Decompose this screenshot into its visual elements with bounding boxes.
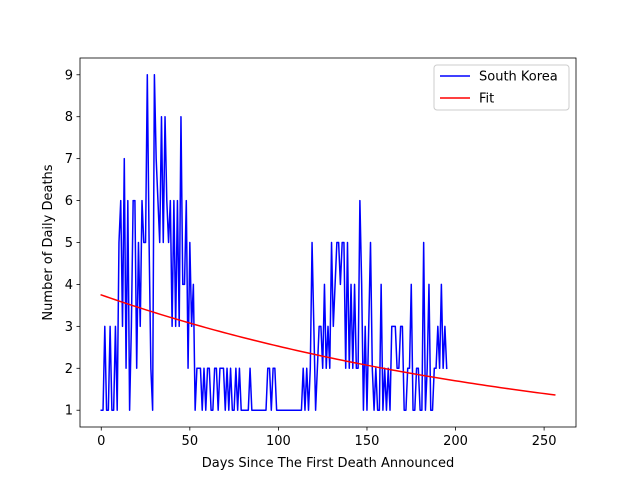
legend-label-fit: Fit (479, 92, 494, 107)
x-tick-label: 0 (97, 434, 105, 449)
x-axis-label: Days Since The First Death Announced (202, 456, 454, 471)
y-tick-label: 3 (65, 320, 73, 335)
y-tick-label: 4 (65, 278, 73, 293)
y-axis-label: Number of Daily Deaths (41, 164, 56, 320)
y-tick-label: 6 (65, 194, 73, 209)
y-tick-label: 1 (65, 404, 73, 419)
y-tick-label: 2 (65, 362, 73, 377)
axis-ticks: 0 50 100 150 200 250 1 2 3 4 5 6 7 8 9 (65, 68, 557, 449)
series-layer (100, 74, 556, 411)
series-line-south-korea (100, 74, 448, 411)
legend-label-south-korea: South Korea (479, 70, 558, 85)
x-tick-label: 200 (443, 434, 468, 449)
x-tick-label: 100 (266, 434, 291, 449)
x-tick-label: 50 (182, 434, 199, 449)
legend: South Korea Fit (433, 64, 570, 111)
y-tick-label: 5 (65, 236, 73, 251)
y-tick-label: 8 (65, 110, 73, 125)
y-tick-label: 9 (65, 68, 73, 83)
x-tick-label: 150 (355, 434, 380, 449)
series-line-fit (100, 293, 556, 396)
y-tick-label: 7 (65, 152, 73, 167)
x-tick-label: 250 (532, 434, 557, 449)
